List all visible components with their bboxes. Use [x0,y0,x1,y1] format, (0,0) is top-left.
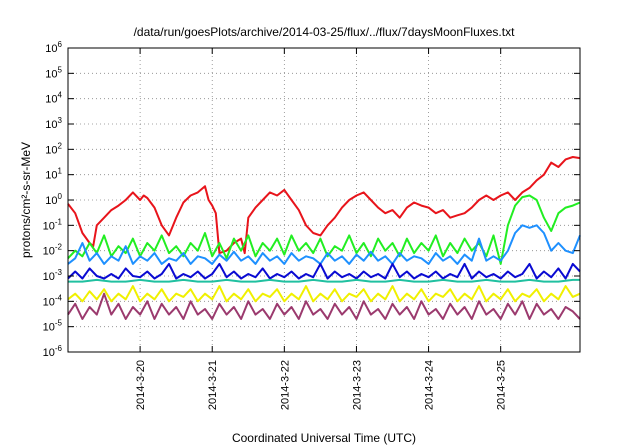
series-line-4 [67,262,581,280]
y-tick-label: 103 [45,116,62,131]
y-tick-label: 101 [45,167,62,182]
y-tick-label: 10-4 [43,293,63,308]
series-line-3 [67,224,581,265]
series-line-6 [67,285,581,303]
x-tick-label: 2014-3-23 [351,360,363,410]
y-tick-labels: 10-6 10-5 10-4 10-3 10-2 10-1 100 101 102 103 104 1… [43,40,580,359]
series-line-5 [68,278,580,283]
x-tick-label: 2014-3-20 [135,360,147,410]
y-tick-label: 10-1 [43,217,63,232]
grid-lines [68,48,580,352]
x-tick-label: 2014-3-22 [279,360,291,410]
y-axis-label: protons/cm²-s-sr-MeV [19,142,33,258]
x-tick-labels: 2014-3-20 2014-3-21 2014-3-22 2014-3-23 2014… [135,48,508,410]
plot-frame [67,47,581,353]
x-axis-label: Coordinated Universal Time (UTC) [232,431,416,445]
y-tick-label: 10-5 [43,319,63,334]
series-layer [67,156,581,320]
y-tick-label: 102 [45,141,62,156]
x-tick-label: 2014-3-25 [496,360,508,410]
y-tick-label: 105 [45,65,62,80]
y-tick-label: 10-3 [43,268,63,283]
series-line-7 [67,292,581,320]
y-tick-label: 10-2 [43,243,63,258]
series-line-2 [67,194,581,265]
series-line-1 [67,156,581,255]
chart-title: /data/run/goesPlots/archive/2014-03-25/f… [134,25,516,39]
y-tick-label: 106 [45,40,62,55]
y-tick-label: 104 [45,91,62,106]
x-tick-label: 2014-3-24 [424,360,436,410]
y-tick-label: 10-6 [43,344,63,359]
x-tick-label: 2014-3-21 [207,360,219,410]
y-tick-label: 100 [45,192,62,207]
